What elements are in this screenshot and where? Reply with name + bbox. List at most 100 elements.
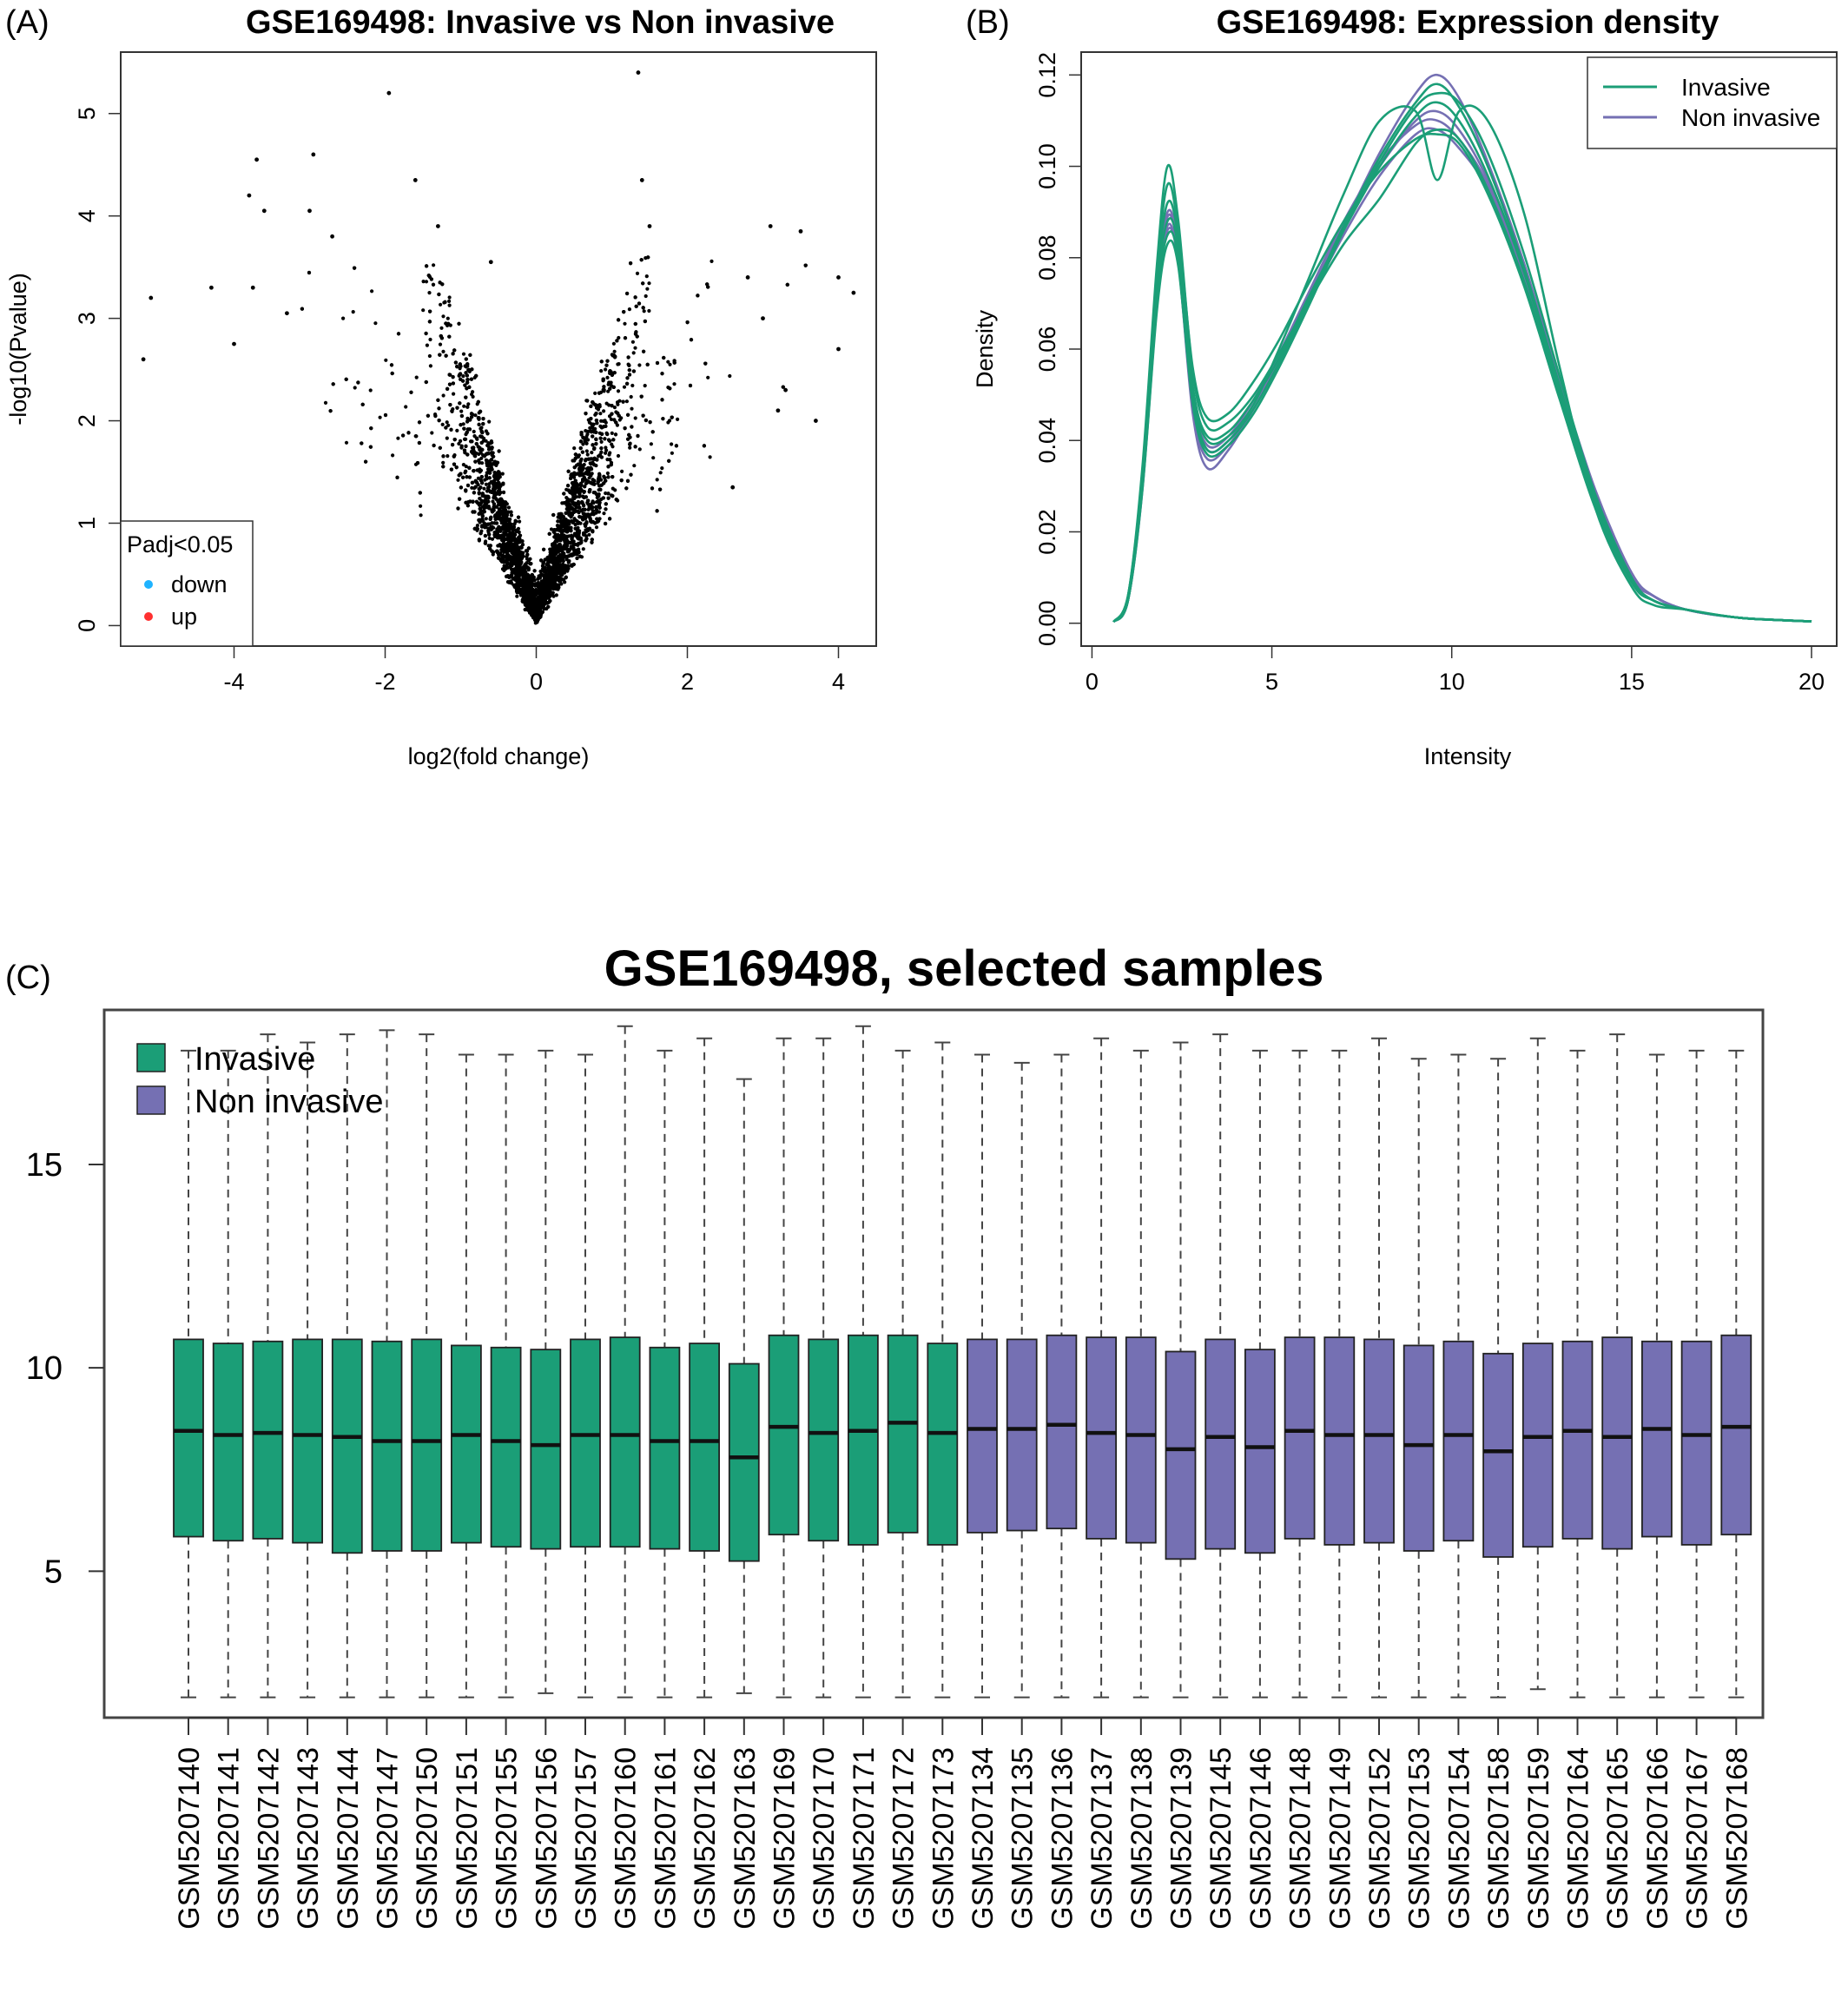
volcano-point (446, 454, 450, 459)
volcano-point (438, 445, 442, 450)
volcano-point (499, 557, 504, 561)
volcano-point (370, 289, 374, 294)
volcano-point (373, 321, 378, 326)
volcano-point (617, 362, 621, 366)
volcano-point (594, 419, 599, 423)
volcano-point (564, 511, 568, 516)
volcano-point (455, 428, 459, 432)
volcano-point (485, 443, 490, 448)
volcano-plot: GSE169498: Invasive vs Non invasive -4 -2… (5, 4, 877, 769)
volcano-point (620, 469, 624, 474)
volcano-point (627, 363, 631, 367)
volcano-point (619, 416, 624, 420)
volcano-point (607, 403, 611, 407)
volcano-point (609, 417, 614, 421)
volcano-point (462, 426, 466, 431)
volcano-point (441, 454, 446, 459)
volcano-point (582, 472, 586, 476)
volcano-point (506, 505, 512, 510)
volcano-point (451, 381, 456, 386)
volcano-point (473, 454, 478, 459)
volcano-point (604, 491, 608, 496)
volcano-point (566, 484, 571, 488)
volcano-point (625, 376, 630, 380)
volcano-point (660, 466, 664, 471)
volcano-point (670, 442, 674, 446)
volcano-point (591, 443, 595, 447)
volcano-point (624, 399, 630, 404)
volcano-point (464, 371, 468, 375)
volcano-point (645, 287, 650, 291)
volcano-point (384, 358, 388, 362)
volcano-point (498, 518, 504, 523)
volcano-point (622, 310, 626, 314)
volcano-point (602, 409, 606, 413)
volcano-point (487, 532, 492, 537)
volcano-point (455, 406, 459, 410)
volcano-point (667, 419, 672, 423)
volcano-point (485, 477, 489, 481)
volcano-point (461, 352, 466, 356)
volcano-point (625, 478, 630, 484)
volcano-point (427, 291, 432, 295)
volcano-point (446, 316, 450, 320)
volcano-point (479, 440, 484, 445)
volcano-point (515, 542, 519, 546)
volcano-point (452, 462, 457, 466)
volcano-point (441, 465, 446, 469)
volcano-point (473, 413, 478, 418)
volcano-point (532, 569, 537, 573)
volcano-point (476, 399, 480, 404)
volcano-point (606, 389, 610, 393)
volcano-point (600, 432, 604, 436)
volcano-point (599, 446, 604, 451)
volcano-point (465, 504, 471, 508)
volcano-point (464, 444, 468, 448)
volcano-point (613, 488, 617, 492)
volcano-point (633, 445, 637, 449)
volcano-point (475, 480, 479, 485)
volcano-point (353, 386, 357, 390)
volcano-point (474, 499, 479, 504)
volcano-point (497, 449, 501, 453)
volcano-point (459, 413, 465, 419)
volcano-point (475, 524, 480, 528)
volcano-point (441, 393, 446, 398)
volcano-point (441, 460, 446, 465)
volcano-point (482, 486, 486, 491)
volcano-point (685, 320, 690, 325)
volcano-point (543, 557, 547, 562)
volcano-point (465, 430, 469, 435)
volcano-point (452, 392, 456, 396)
volcano-point (465, 483, 471, 488)
volcano-point (447, 295, 452, 300)
volcano-point (606, 492, 610, 496)
volcano-point (616, 389, 621, 393)
volcano-point (360, 402, 365, 406)
volcano-point (430, 431, 434, 435)
volcano-point (630, 425, 634, 429)
volcano-point (616, 400, 620, 405)
volcano-point (581, 442, 585, 446)
volcano-point (619, 478, 624, 483)
volcano-point (611, 341, 617, 346)
panel-label-b: (B) (966, 4, 1010, 41)
volcano-point (647, 281, 651, 286)
volcano-point (573, 456, 578, 461)
volcano-point (300, 307, 304, 311)
volcano-point (608, 458, 612, 462)
volcano-point (511, 528, 515, 532)
volcano-point (604, 507, 608, 511)
volcano-point (396, 436, 400, 440)
volcano-point (609, 463, 613, 467)
volcano-point (485, 489, 490, 493)
volcano-point (578, 439, 584, 444)
volcano-point (629, 394, 633, 399)
volcano-point (617, 335, 621, 340)
volcano-point (518, 519, 522, 524)
volcano-point (578, 494, 582, 498)
volcano-point (344, 440, 349, 445)
volcano-point (414, 375, 419, 379)
volcano-point (651, 456, 656, 460)
volcano-point (484, 517, 488, 521)
